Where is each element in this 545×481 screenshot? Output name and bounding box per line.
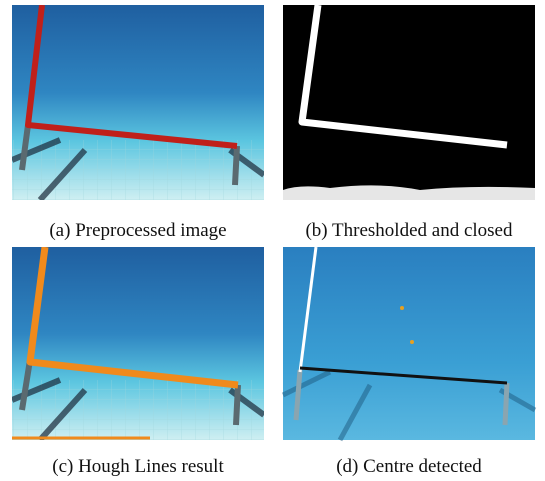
image-preprocessed xyxy=(12,5,264,200)
image-hough xyxy=(12,247,264,440)
caption: (a) Preprocessed image xyxy=(49,220,226,241)
caption: (c) Hough Lines result xyxy=(52,456,224,477)
caption: (b) Thresholded and closed xyxy=(305,220,513,241)
caption: (d) Centre detected xyxy=(336,456,482,477)
image-thresholded xyxy=(283,4,535,200)
image-centre xyxy=(281,246,537,442)
